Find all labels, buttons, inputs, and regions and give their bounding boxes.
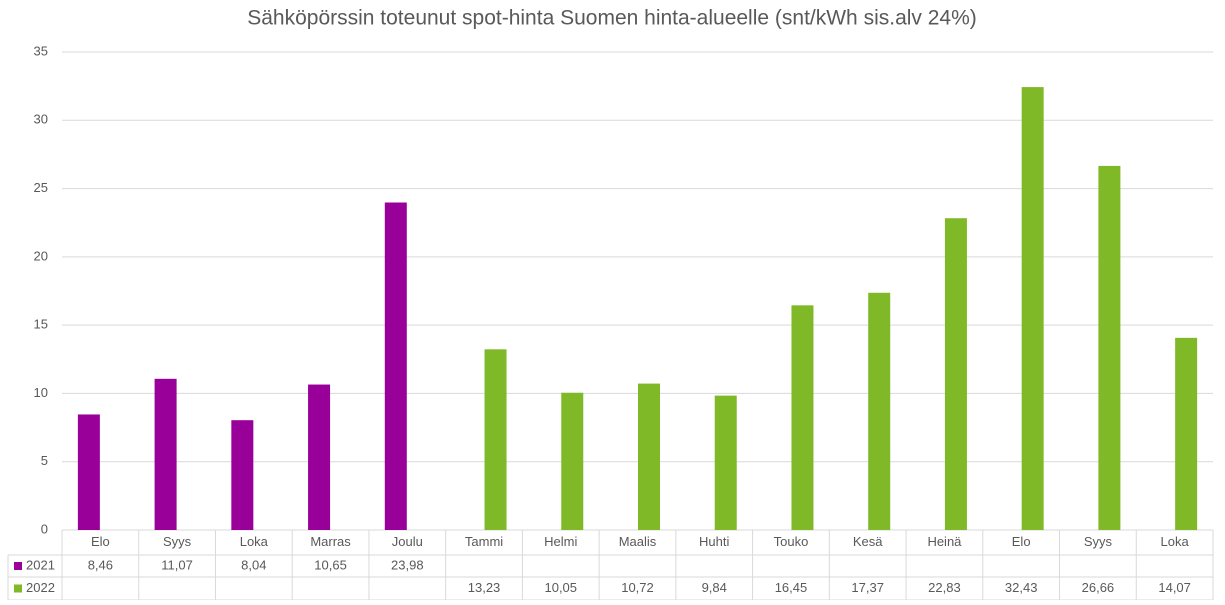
bar [1175, 337, 1198, 530]
table-value: 8,04 [241, 557, 266, 572]
bar [1021, 87, 1044, 531]
y-tick-label: 30 [34, 112, 48, 127]
y-tick-label: 0 [41, 521, 48, 536]
bar [868, 292, 891, 530]
table-value: 32,43 [1005, 580, 1038, 595]
y-tick-label: 15 [34, 317, 48, 332]
table-value: 11,07 [161, 557, 193, 572]
bar [484, 349, 507, 530]
x-tick-label: Elo [91, 534, 110, 549]
table-value: 9,84 [702, 580, 727, 595]
table-value: 13,23 [468, 580, 501, 595]
bar [308, 384, 331, 530]
x-tick-label: Marras [310, 534, 351, 549]
bar [231, 420, 254, 530]
table-value: 17,37 [851, 580, 884, 595]
bar [154, 378, 177, 530]
x-tick-label: Touko [774, 534, 809, 549]
x-tick-label: Huhti [699, 534, 729, 549]
table-value: 23,98 [391, 557, 424, 572]
y-tick-label: 10 [34, 385, 48, 400]
bar [77, 414, 100, 530]
table-value: 10,72 [621, 580, 654, 595]
x-tick-label: Tammi [465, 534, 503, 549]
legend-swatch [14, 562, 22, 570]
table-value: 10,05 [544, 580, 577, 595]
x-tick-label: Maalis [619, 534, 657, 549]
bar [714, 395, 737, 530]
bar [944, 218, 967, 530]
y-tick-label: 35 [34, 43, 48, 58]
table-value: 22,83 [928, 580, 961, 595]
legend-label: 2021 [26, 557, 55, 572]
x-tick-label: Loka [240, 534, 269, 549]
x-tick-label: Elo [1012, 534, 1031, 549]
bar [561, 392, 584, 530]
x-tick-label: Joulu [392, 534, 423, 549]
bar [638, 383, 660, 530]
table-value: 16,45 [775, 580, 808, 595]
chart-title: Sähköpörssin toteunut spot-hinta Suomen … [247, 7, 977, 30]
bar [1098, 165, 1121, 530]
table-value: 26,66 [1082, 580, 1115, 595]
x-tick-label: Syys [1084, 534, 1113, 549]
x-tick-label: Kesä [853, 534, 883, 549]
y-tick-label: 25 [34, 180, 48, 195]
x-tick-label: Loka [1161, 534, 1190, 549]
x-tick-label: Heinä [927, 534, 962, 549]
bar [791, 305, 814, 530]
y-tick-label: 5 [41, 453, 48, 468]
x-tick-label: Helmi [544, 534, 577, 549]
y-tick-label: 20 [34, 248, 48, 263]
table-value: 10,65 [314, 557, 347, 572]
legend-label: 2022 [26, 580, 55, 595]
table-value: 8,46 [88, 557, 113, 572]
table-value: 14,07 [1158, 580, 1191, 595]
x-tick-label: Syys [163, 534, 192, 549]
legend-swatch [14, 584, 22, 593]
bar [384, 202, 407, 530]
